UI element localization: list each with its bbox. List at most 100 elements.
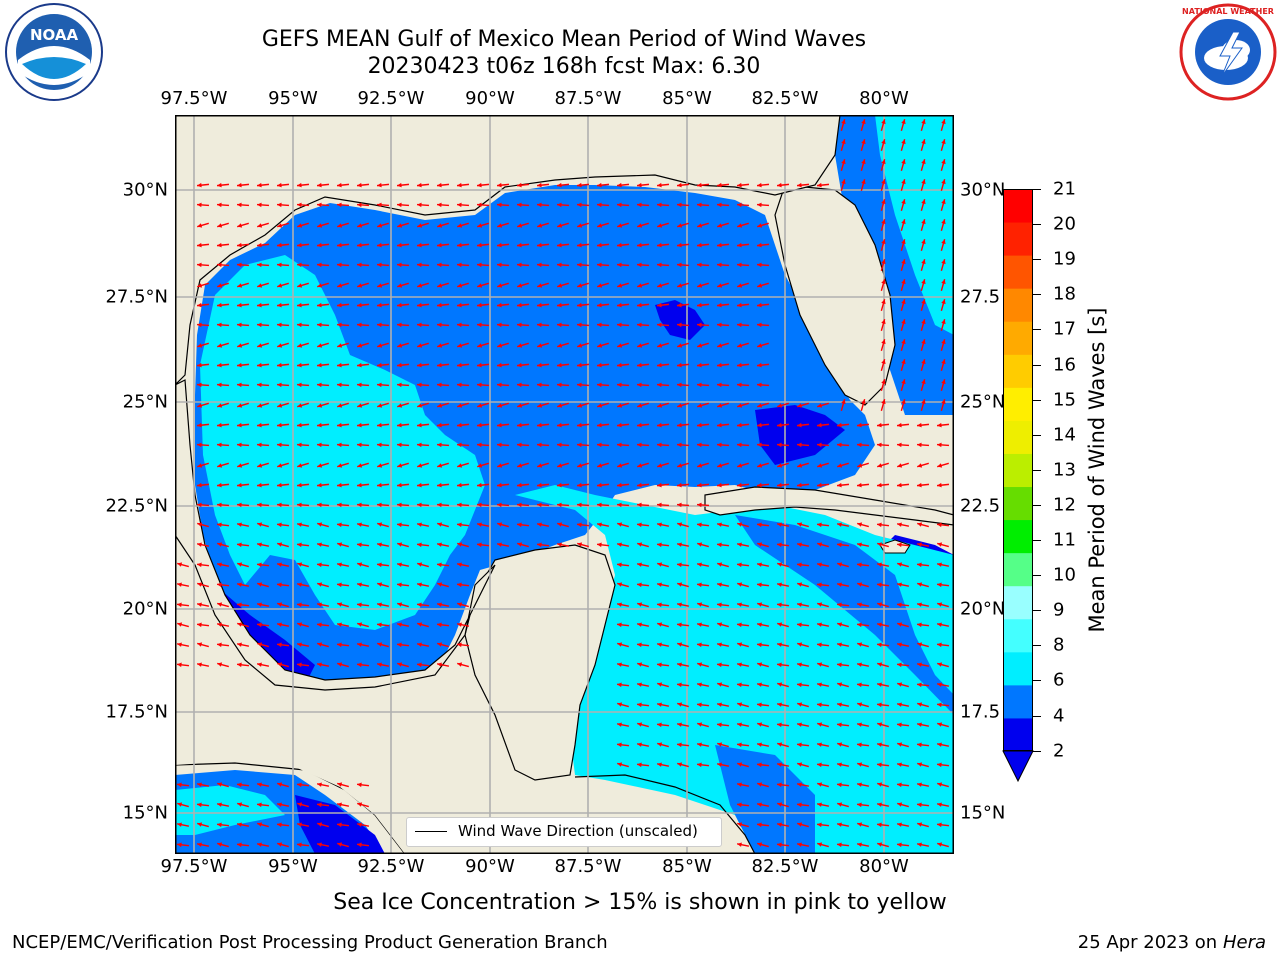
- wind-arrow: [876, 562, 890, 567]
- wind-arrow: [276, 242, 290, 248]
- wind-arrow: [596, 262, 610, 268]
- wind-arrow: [737, 282, 749, 288]
- sea-ice-note: Sea Ice Concentration > 15% is shown in …: [333, 890, 947, 915]
- wind-arrow: [940, 259, 946, 271]
- wind-arrow: [756, 442, 770, 448]
- wind-arrow: [696, 702, 710, 708]
- wind-arrow: [676, 442, 690, 448]
- wind-arrow: [276, 522, 290, 528]
- wind-arrow: [656, 582, 670, 587]
- colorbar-extend-triangle: [1002, 750, 1034, 783]
- wind-arrow: [916, 562, 930, 568]
- wind-arrow: [417, 562, 429, 568]
- wind-arrow: [816, 802, 830, 807]
- wind-arrow: [356, 422, 370, 428]
- wind-arrow: [337, 462, 349, 468]
- wind-arrow: [676, 502, 690, 508]
- wind-arrow: [920, 379, 926, 391]
- wind-arrow: [896, 482, 910, 488]
- wind-arrow: [936, 762, 950, 768]
- wind-arrow: [736, 662, 750, 667]
- wind-arrow: [296, 782, 310, 788]
- nws-logo: NATIONAL WEATHER: [1178, 2, 1278, 102]
- wind-arrow: [736, 262, 750, 268]
- wind-arrow: [917, 582, 929, 588]
- wind-arrow: [216, 642, 230, 648]
- wind-arrow: [396, 302, 410, 308]
- wind-arrow: [276, 642, 290, 648]
- wind-arrow: [556, 542, 570, 547]
- wind-arrow: [937, 782, 949, 788]
- wind-arrow: [940, 379, 946, 391]
- wind-arrow: [637, 222, 649, 228]
- wind-arrow: [656, 362, 670, 368]
- wind-arrow: [677, 582, 689, 588]
- wind-arrow: [896, 722, 910, 728]
- wind-arrow: [617, 762, 629, 768]
- wind-arrow: [216, 262, 230, 268]
- wind-arrow: [237, 342, 249, 348]
- wind-arrow: [576, 322, 590, 328]
- wind-arrow: [776, 442, 790, 448]
- wind-arrow: [637, 542, 649, 548]
- wind-arrow: [920, 299, 926, 311]
- colorbar-tick-label: 6: [1053, 669, 1065, 691]
- mexico-south-land: [175, 615, 735, 854]
- wind-arrow: [516, 262, 530, 268]
- wind-arrow: [316, 442, 330, 448]
- wind-arrow: [216, 382, 230, 388]
- wind-arrow: [776, 182, 790, 188]
- wind-arrow: [516, 422, 530, 428]
- wind-arrow: [377, 642, 389, 648]
- lon-tick-label: 92.5°W: [357, 88, 425, 109]
- wind-arrow: [237, 222, 249, 228]
- wind-arrow: [336, 302, 350, 308]
- wind-arrow: [696, 262, 710, 268]
- wind-arrow: [716, 662, 730, 668]
- wind-arrow: [816, 562, 830, 567]
- wind-arrow: [296, 482, 310, 488]
- wind-arrow: [696, 742, 710, 747]
- wind-arrow: [316, 322, 330, 328]
- wind-arrow: [416, 202, 430, 208]
- wind-arrow: [900, 379, 906, 391]
- wind-arrow: [416, 242, 430, 248]
- wind-arrow: [897, 802, 909, 808]
- wind-arrow: [876, 762, 890, 768]
- wind-arrow: [737, 762, 749, 768]
- wind-arrow: [836, 662, 850, 668]
- wind-arrow: [557, 342, 569, 348]
- wind-arrow: [456, 262, 470, 268]
- wind-arrow: [336, 182, 350, 188]
- colorbar-tick-label: 14: [1053, 424, 1076, 446]
- wind-arrow: [196, 442, 210, 448]
- wind-arrow: [416, 522, 430, 527]
- wind-arrow: [416, 642, 430, 647]
- wind-arrow: [276, 302, 290, 308]
- wind-arrow: [197, 522, 209, 528]
- wind-arrow: [736, 602, 750, 607]
- wind-arrow: [497, 222, 509, 228]
- wind-arrow: [577, 462, 589, 468]
- wind-arrow: [836, 722, 850, 728]
- wind-arrow: [496, 382, 510, 388]
- wind-arrow: [796, 622, 810, 628]
- wind-arrow: [677, 522, 689, 528]
- wind-arrow: [756, 302, 770, 308]
- wind-arrow: [396, 182, 410, 188]
- wind-arrow: [676, 742, 690, 748]
- wind-arrow: [216, 362, 230, 368]
- wind-arrow: [840, 139, 846, 151]
- wind-arrow: [636, 502, 650, 508]
- wind-arrow: [757, 602, 769, 608]
- wind-arrow: [517, 222, 529, 228]
- wind-arrow: [417, 222, 429, 228]
- wind-arrow: [637, 282, 649, 288]
- wind-arrow: [877, 462, 889, 468]
- wind-arrow: [536, 202, 550, 208]
- colorbar-segment: [1003, 618, 1033, 653]
- west-gulf-cyan: [200, 255, 485, 630]
- wind-arrow: [897, 622, 909, 628]
- wind-arrow: [256, 662, 270, 667]
- wind-arrow: [776, 722, 790, 728]
